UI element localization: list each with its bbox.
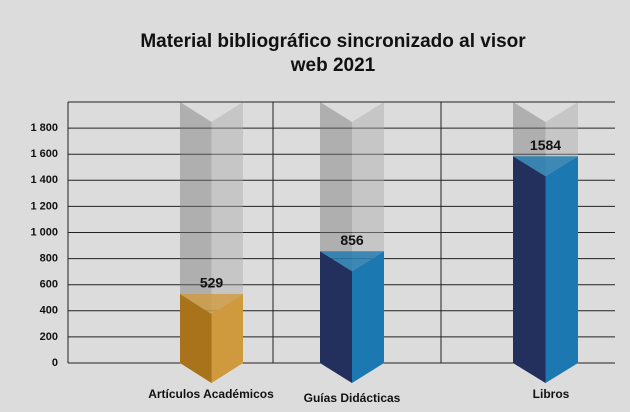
y-tick-label: 1 600: [30, 148, 58, 160]
chart-title: Material bibliográfico sincronizado al v…: [140, 31, 526, 52]
y-tick-label: 0: [52, 357, 58, 369]
value-label: 529: [200, 275, 224, 291]
value-label: 1584: [530, 137, 561, 153]
y-tick-label: 1 400: [30, 174, 58, 186]
y-tick-label: 1 200: [30, 200, 58, 212]
x-tick-label: Artículos Académicos: [148, 387, 274, 401]
bar-right: [545, 156, 578, 383]
bar-right: [352, 251, 384, 383]
y-tick-label: 1 800: [30, 122, 58, 134]
bar-top: [180, 293, 243, 314]
x-tick-label: Guías Didácticas: [304, 391, 401, 405]
bar-left: [320, 251, 352, 383]
x-tick-label: Libros: [533, 387, 570, 401]
y-tick-label: 200: [40, 331, 58, 343]
bar-right: [211, 293, 243, 383]
y-tick-label: 800: [40, 253, 58, 265]
bar-top: [513, 156, 578, 177]
value-label: 856: [340, 232, 364, 248]
bar-top: [320, 251, 384, 272]
y-tick-label: 400: [40, 305, 58, 317]
bar-left: [180, 293, 212, 383]
y-tick-label: 600: [40, 279, 58, 291]
bar-left: [513, 156, 546, 383]
y-tick-label: 1 000: [30, 226, 58, 238]
chart-subtitle: web 2021: [290, 55, 376, 76]
